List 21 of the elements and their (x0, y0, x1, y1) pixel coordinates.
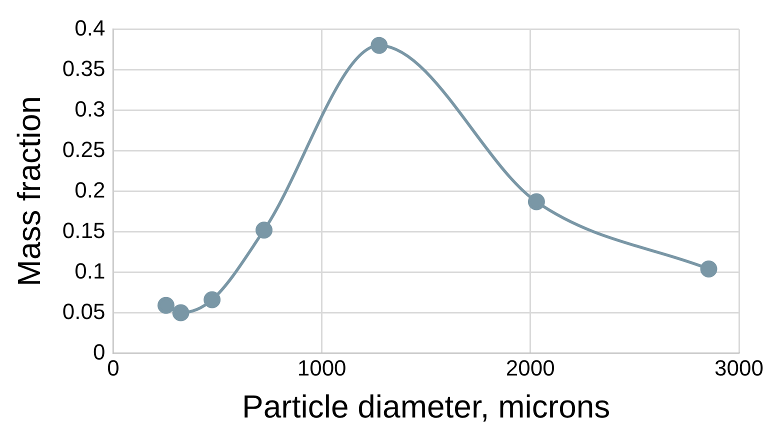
point (370, 36, 388, 54)
point (700, 260, 718, 278)
x-axis-title: Particle diameter, microns (242, 388, 610, 425)
y-tick-label: 0.15 (62, 218, 106, 243)
x-tick-label: 2000 (506, 355, 555, 380)
point (157, 296, 174, 314)
y-tick-label: 0.05 (62, 298, 106, 324)
y-tick-label: 0 (92, 339, 106, 364)
y-tick-label: 0.1 (74, 258, 106, 284)
point (172, 304, 190, 322)
y-tick-label: 0.3 (74, 96, 106, 122)
y-tick-label: 0.25 (62, 136, 106, 162)
x-tick-label: 3000 (714, 355, 764, 380)
y-tick-label: 0.35 (62, 56, 106, 81)
point (204, 291, 221, 308)
point (256, 222, 273, 239)
y-tick-label: 0.4 (74, 15, 106, 40)
x-tick-label: 1000 (297, 355, 346, 380)
y-axis-title: Mass fraction (11, 96, 48, 286)
point (528, 193, 545, 210)
y-tick-label: 0.2 (74, 177, 106, 202)
